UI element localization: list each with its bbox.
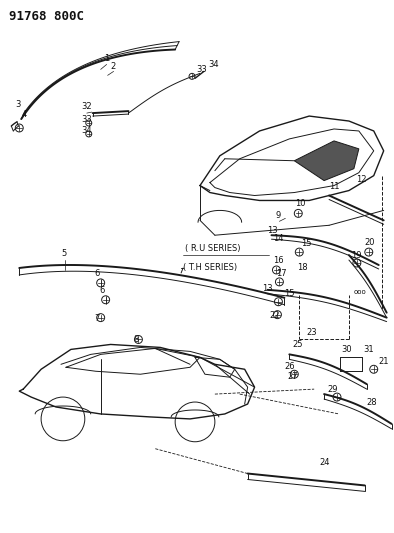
Text: 21: 21 (379, 357, 389, 366)
Text: 12: 12 (356, 175, 366, 183)
Text: 13: 13 (262, 284, 273, 293)
Text: 2: 2 (111, 62, 116, 71)
Text: 27: 27 (287, 372, 298, 381)
Text: ( R.U SERIES): ( R.U SERIES) (185, 244, 241, 253)
Text: 1: 1 (104, 54, 109, 63)
Text: 3: 3 (15, 100, 20, 109)
Text: 33: 33 (81, 115, 91, 124)
Text: 28: 28 (367, 398, 377, 407)
Polygon shape (294, 141, 359, 181)
Text: 7: 7 (95, 313, 100, 322)
Text: ooo: ooo (354, 289, 367, 295)
Text: 34: 34 (81, 126, 91, 135)
Text: 9: 9 (275, 211, 281, 220)
Text: 91768 800C: 91768 800C (9, 10, 84, 23)
Text: 15: 15 (284, 289, 295, 298)
Text: 33: 33 (196, 66, 207, 75)
Text: 29: 29 (327, 385, 338, 394)
Text: 30: 30 (341, 345, 351, 354)
Text: 6: 6 (100, 286, 105, 295)
Text: 24: 24 (319, 457, 330, 466)
Text: 8: 8 (134, 335, 139, 344)
Text: 26: 26 (284, 362, 295, 372)
Text: 31: 31 (363, 345, 374, 354)
Text: 25: 25 (292, 341, 303, 350)
Text: 13: 13 (268, 226, 278, 235)
Text: 4: 4 (21, 110, 26, 119)
Text: 14: 14 (273, 234, 284, 243)
Text: 34: 34 (208, 60, 219, 69)
Text: 22: 22 (269, 311, 280, 320)
Text: 19: 19 (351, 251, 361, 260)
Text: 10: 10 (295, 199, 306, 208)
Text: 16: 16 (273, 256, 284, 265)
Text: 23: 23 (306, 327, 317, 336)
Text: 20: 20 (365, 238, 375, 247)
Text: 11: 11 (329, 182, 340, 190)
Text: 15: 15 (301, 239, 312, 248)
Text: ( T.H SERIES): ( T.H SERIES) (183, 263, 237, 272)
Text: 5: 5 (61, 249, 66, 258)
Text: 32: 32 (81, 102, 91, 111)
Text: 18: 18 (297, 263, 308, 272)
Text: 6: 6 (95, 269, 100, 278)
Text: 17: 17 (277, 269, 287, 278)
